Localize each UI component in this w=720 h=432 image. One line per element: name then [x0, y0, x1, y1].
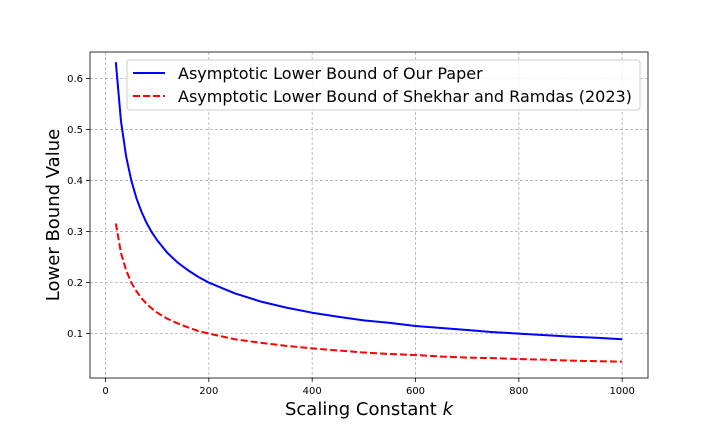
y-tick-label: 0.3 — [67, 227, 83, 238]
legend-label-shekhar-ramdas: Asymptotic Lower Bound of Shekhar and Ra… — [178, 87, 632, 106]
x-tick-label: 800 — [509, 386, 528, 397]
y-tick-label: 0.2 — [67, 278, 83, 289]
plot-frame — [89, 51, 649, 379]
x-tick-label: 400 — [303, 386, 322, 397]
x-tick-label: 200 — [199, 386, 218, 397]
legend: Asymptotic Lower Bound of Our Paper Asym… — [126, 59, 641, 111]
x-tick-label: 1000 — [609, 386, 634, 397]
x-axis-label-text: Scaling Constant — [285, 399, 437, 420]
x-axis-label-variable: k — [443, 399, 455, 420]
x-axis-label: Scaling Constant k — [285, 399, 455, 420]
legend-label-our-paper: Asymptotic Lower Bound of Our Paper — [178, 64, 483, 83]
y-tick-label: 0.1 — [67, 329, 83, 340]
series-layer — [114, 62, 623, 363]
y-axis: 0.1 0.2 0.3 0.4 0.5 0.6 — [67, 74, 90, 340]
series-line-0 — [114, 62, 623, 341]
y-axis-label: Lower Bound Value — [43, 129, 64, 301]
legend-box — [126, 59, 641, 111]
x-tick-label: 600 — [406, 386, 425, 397]
series-line-1 — [114, 223, 623, 363]
x-tick-label: 0 — [102, 386, 108, 397]
x-axis: 0 200 400 600 800 1000 — [102, 378, 635, 397]
y-tick-label: 0.5 — [67, 125, 83, 136]
y-tick-label: 0.4 — [67, 176, 83, 187]
grid-lines — [90, 52, 648, 378]
y-tick-label: 0.6 — [67, 74, 83, 85]
